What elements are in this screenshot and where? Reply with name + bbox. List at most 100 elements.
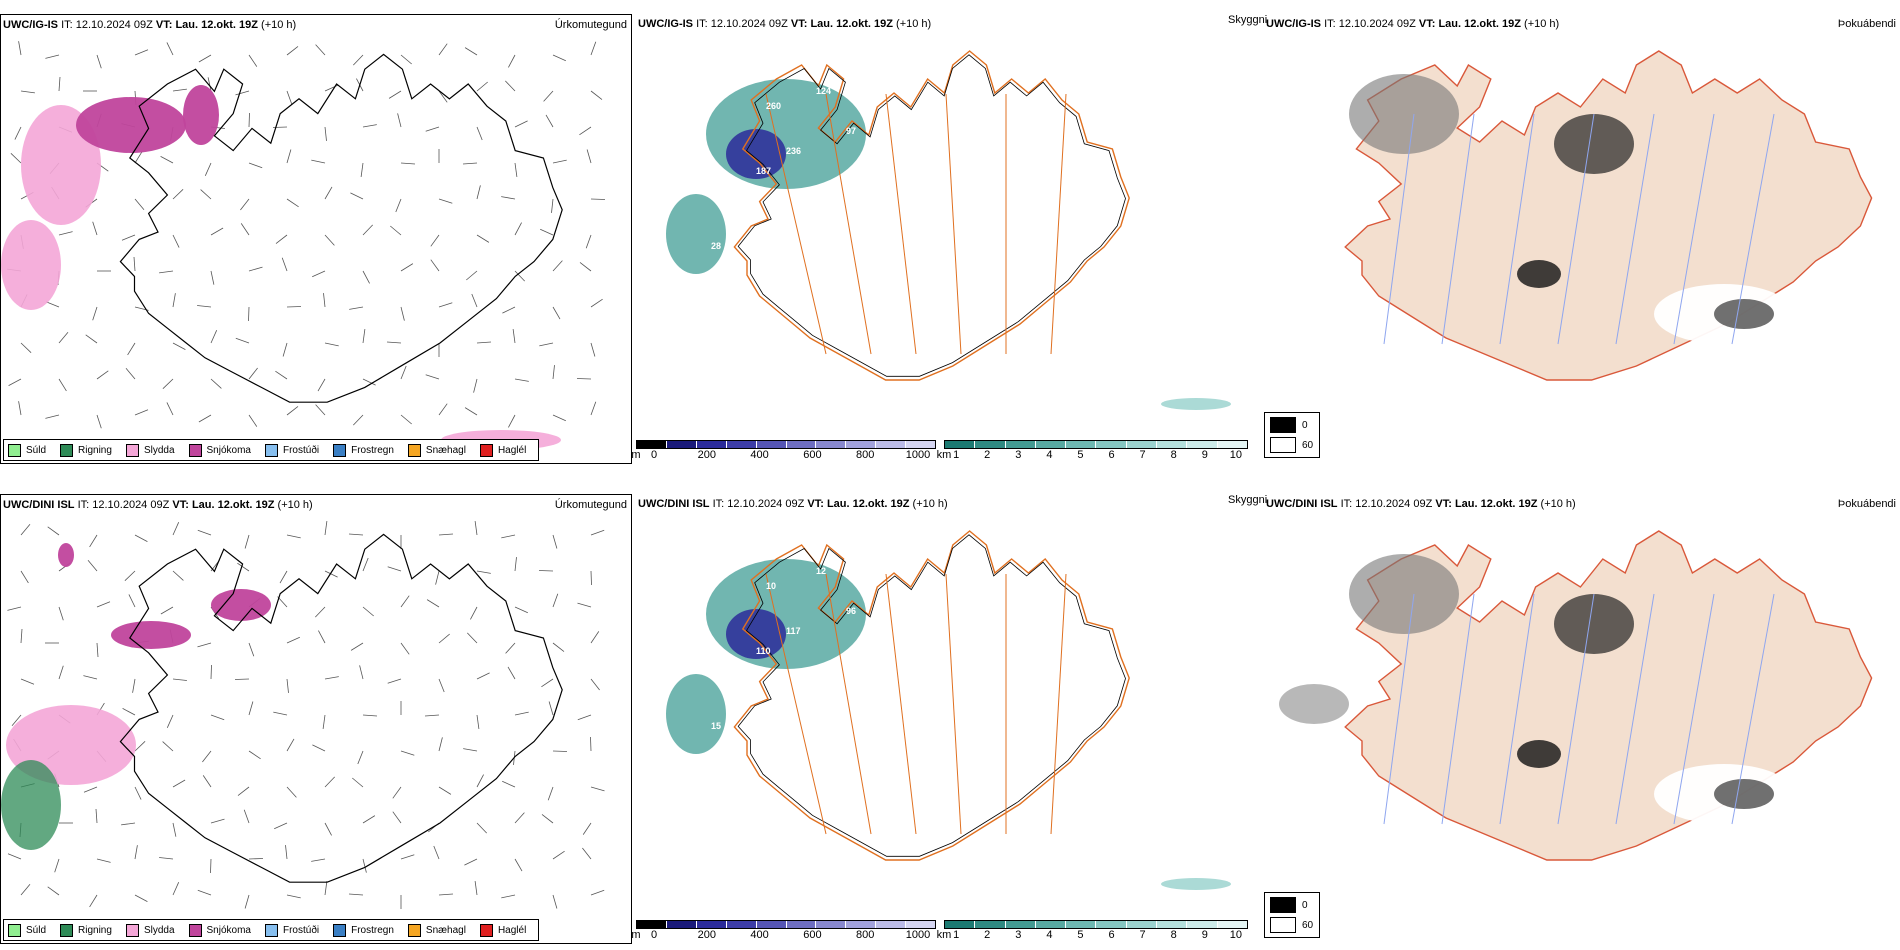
wind-barb [579,126,592,136]
wind-barb [58,606,64,621]
visibility-scale-meters: m 0 200 400 600 800 1000 [631,440,936,462]
scale-tick-label: 800 [856,929,875,941]
legend-swatch [60,443,74,457]
wind-barb [552,593,559,608]
wind-barb [96,642,99,658]
fog-area [1279,684,1349,724]
wind-barb [400,306,405,321]
vt-value: Lau. 12.okt. 19Z [191,499,275,511]
visibility-value-label: 117 [786,626,801,636]
wind-barb [476,672,490,680]
wind-barb [505,80,516,92]
wind-barb [438,198,453,204]
wind-barb [83,675,98,680]
wind-barb [89,534,98,548]
model-name: UWC/DINI ISL [1266,498,1338,510]
model-name: UWC/IG-IS [1266,18,1321,30]
wind-barb [463,748,478,752]
precip-area-snow [111,621,191,649]
vt-value: Lau. 12.okt. 19Z [1438,18,1521,30]
legend-label: Haglél [497,924,527,936]
wind-barb [200,189,212,200]
legend-item: Haglél [479,923,527,937]
wind-barb [286,406,299,416]
legend-swatch [125,923,139,937]
fog-area [1554,114,1634,174]
coastline [119,533,563,883]
wind-barb [590,786,605,792]
scale-color-step [816,921,847,928]
map-panel-precip-type: UWC/DINI ISL IT: 12.10.2024 09Z VT: Lau.… [0,494,632,944]
wind-barb [464,47,478,56]
wind-barb [466,270,478,281]
wind-barb [315,404,326,416]
wind-barb [237,786,250,796]
scale-tick-label: 4 [1046,449,1053,461]
model-name: UWC/DINI ISL [638,498,710,510]
map-canvas [1,41,606,450]
wind-barb [273,711,288,716]
scale-color-step [786,441,817,448]
wind-barb [476,81,488,92]
map-panel-visibility: UWC/IG-IS IT: 12.10.2024 09Z VT: Lau. 12… [631,14,1267,464]
wind-barb [590,736,592,752]
wind-barb [585,234,592,249]
legend-swatch [333,923,347,937]
wind-barb [160,156,174,164]
wind-barb [210,714,225,721]
scale-color-step [1005,441,1036,448]
legend-item: Snjókoma [188,443,251,457]
wind-barb [166,42,174,56]
scale-unit: km [936,929,952,941]
wind-barb [54,858,60,873]
coastline [737,54,1126,377]
map-panel-precip-type: UWC/IG-IS IT: 12.10.2024 09Z VT: Lau. 12… [0,14,632,464]
fog-legend-swatch [1270,437,1296,453]
legend-swatch [407,443,421,457]
wind-barb [134,845,138,860]
precip-area-rain [1,760,61,850]
wind-barb [514,120,528,128]
it-value: 12.10.2024 09Z [75,19,153,31]
wind-barb [248,112,250,128]
wind-barb [476,714,480,729]
river [1615,113,1655,345]
legend-item: Frostúði [264,443,319,457]
wind-barb [286,636,300,644]
wind-barb [159,270,174,274]
wind-barb [362,714,378,717]
legend-label: Snjókoma [206,444,251,456]
fog-area [1554,594,1634,654]
legend-label: Snæhagl [425,924,466,936]
scale-colorbar [636,920,936,929]
wind-barb [400,595,410,608]
wind-barb [467,632,478,644]
road-network-outline [733,530,1130,861]
scale-color-step [975,921,1006,928]
map-canvas: 10 96 12 117 110 114 15 [666,530,1231,890]
legend-swatch [188,443,202,457]
scale-tick-label: 1 [953,929,960,941]
wind-barb [353,414,364,426]
legend-item: Rigning [60,443,112,457]
wind-barb [547,786,554,801]
river [1731,593,1775,825]
wind-barb [438,678,445,693]
wind-barb [582,822,592,835]
wind-barb [501,196,516,200]
wind-barb [552,260,563,272]
wind-barb [400,854,415,860]
wind-barb [243,809,250,824]
wind-barb [134,198,145,210]
wind-barb [45,301,60,308]
legend-label: Frostregn [351,924,394,936]
legend-item: Haglél [479,443,526,457]
scale-tick-label: 2 [984,929,991,941]
wind-barb [514,606,528,614]
wind-barb [121,822,136,826]
wind-barb [359,665,364,680]
scale-tick-label: 6 [1108,449,1115,461]
scale-colorbar [636,440,936,449]
wind-barb [11,714,22,726]
wind-barb [244,534,250,549]
